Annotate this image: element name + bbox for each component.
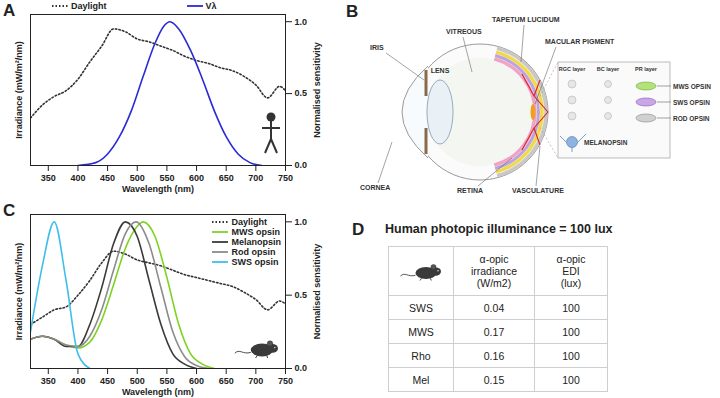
html-text:Mel: Mel	[412, 373, 430, 386]
svg-text:0.0: 0.0	[295, 363, 308, 373]
svg-text:0.0: 0.0	[295, 160, 308, 170]
html-text:Daylight: Daylight	[231, 217, 267, 227]
html-text:C: C	[3, 201, 16, 220]
html-text:α-opic: α-opic	[556, 253, 586, 265]
svg-text:500: 500	[130, 173, 145, 183]
svg-text:450: 450	[100, 173, 115, 183]
html-text:(lux): (lux)	[560, 277, 582, 289]
svg-text:VITREOUS: VITREOUS	[446, 28, 482, 35]
svg-text:ROD OPSIN: ROD OPSIN	[673, 115, 710, 122]
html-text:100: 100	[562, 325, 580, 338]
svg-text:1.0: 1.0	[295, 17, 308, 27]
svg-text:RETINA: RETINA	[457, 187, 483, 194]
svg-text:RGC layer: RGC layer	[559, 66, 586, 72]
html-text:100: 100	[562, 349, 580, 362]
svg-text:550: 550	[159, 376, 174, 386]
svg-text:Normalised sensitivity: Normalised sensitivity	[312, 244, 322, 340]
html-text:MWS opsin: MWS opsin	[231, 227, 280, 237]
html-text:α-opic: α-opic	[479, 253, 509, 265]
html-text:Daylight: Daylight	[71, 1, 107, 11]
html-text:D: D	[352, 220, 365, 239]
svg-text:750: 750	[278, 376, 293, 386]
svg-text:400: 400	[70, 173, 85, 183]
svg-text:BC layer: BC layer	[597, 66, 620, 72]
svg-text:0.5: 0.5	[295, 290, 308, 300]
svg-text:650: 650	[219, 173, 234, 183]
svg-text:VASCULATURE: VASCULATURE	[512, 187, 564, 194]
html-text:SWS opsin: SWS opsin	[231, 257, 279, 267]
html-text:0.15: 0.15	[483, 373, 505, 386]
html-text:Melanopsin: Melanopsin	[231, 237, 281, 247]
svg-text:CORNEA: CORNEA	[360, 184, 390, 191]
svg-text:350: 350	[41, 173, 56, 183]
svg-text:LENS: LENS	[431, 67, 450, 74]
svg-text:700: 700	[248, 376, 263, 386]
html-text:Human photopic illuminance = 1: Human photopic illuminance = 100 lux	[385, 222, 613, 236]
html-text:0.16: 0.16	[483, 349, 505, 362]
svg-text:IRIS: IRIS	[370, 44, 384, 51]
svg-text:1.0: 1.0	[295, 217, 308, 227]
svg-text:650: 650	[219, 376, 234, 386]
html-text:Rho: Rho	[411, 349, 431, 362]
svg-text:MWS OPSIN: MWS OPSIN	[673, 83, 711, 90]
html-text:0.17: 0.17	[483, 325, 505, 338]
html-text:Rod opsin: Rod opsin	[231, 247, 276, 257]
html-text:(W/m2): (W/m2)	[476, 277, 512, 289]
svg-text:Wavelength (nm): Wavelength (nm)	[122, 184, 194, 194]
svg-text:PR layer: PR layer	[635, 66, 658, 72]
svg-text:MELANOPSIN: MELANOPSIN	[584, 139, 628, 146]
svg-text:Wavelength (nm): Wavelength (nm)	[122, 387, 194, 397]
html-text:EDI: EDI	[562, 265, 580, 277]
html-text:Vλ: Vλ	[205, 1, 217, 11]
html-text:irradiance: irradiance	[470, 265, 517, 277]
svg-text:MACULAR PIGMENT: MACULAR PIGMENT	[545, 38, 615, 45]
svg-text:0.5: 0.5	[295, 88, 308, 98]
svg-text:700: 700	[248, 173, 263, 183]
html-text:B: B	[346, 2, 359, 21]
svg-text:Normalised sensitivity: Normalised sensitivity	[312, 42, 322, 138]
html-text:0.04: 0.04	[483, 301, 505, 314]
html-text:MWS: MWS	[408, 325, 434, 338]
svg-text:400: 400	[70, 376, 85, 386]
svg-text:550: 550	[159, 173, 174, 183]
svg-text:350: 350	[41, 376, 56, 386]
html-text:100: 100	[562, 301, 580, 314]
html-text:A: A	[3, 1, 16, 20]
svg-text:450: 450	[100, 376, 115, 386]
svg-text:600: 600	[189, 173, 204, 183]
svg-text:500: 500	[130, 376, 145, 386]
svg-text:TAPETUM LUCIDUM: TAPETUM LUCIDUM	[492, 16, 560, 23]
svg-text:Irradiance (mW/m²/nm): Irradiance (mW/m²/nm)	[14, 41, 24, 139]
svg-text:750: 750	[278, 173, 293, 183]
svg-text:Irradiance (mW/m²/nm): Irradiance (mW/m²/nm)	[14, 243, 24, 341]
html-text:SWS: SWS	[409, 301, 433, 314]
html-text:100: 100	[562, 373, 580, 386]
svg-text:600: 600	[189, 376, 204, 386]
svg-text:SWS OPSIN: SWS OPSIN	[673, 99, 710, 106]
